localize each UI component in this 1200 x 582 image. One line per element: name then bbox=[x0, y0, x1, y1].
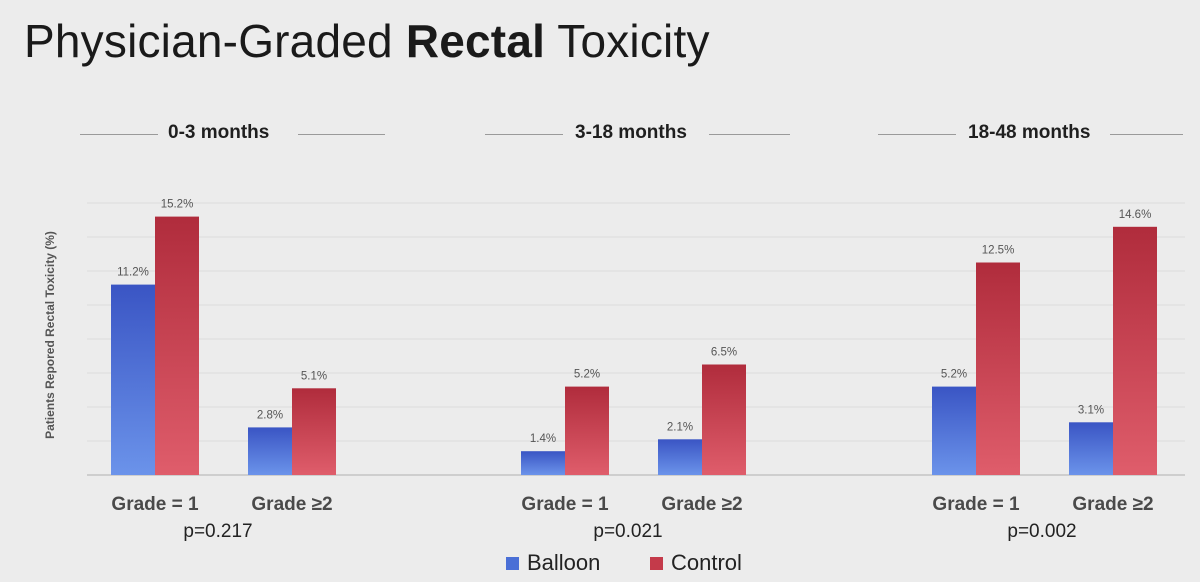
panel-title: 18-48 months bbox=[968, 122, 1091, 143]
category-label: Grade ≥2 bbox=[251, 494, 332, 515]
panel-header-rule-right bbox=[1110, 134, 1183, 135]
data-label: 14.6% bbox=[1119, 209, 1152, 221]
bar-balloon bbox=[521, 451, 565, 475]
legend-label-balloon: Balloon bbox=[527, 550, 601, 575]
bar-balloon bbox=[1069, 422, 1113, 475]
title-end: Toxicity bbox=[545, 15, 710, 67]
bar-balloon bbox=[658, 439, 702, 475]
bar-balloon bbox=[932, 386, 976, 475]
data-label: 5.2% bbox=[941, 369, 967, 381]
panel-header-0: 0-3 months bbox=[80, 120, 385, 148]
panel-title: 0-3 months bbox=[168, 122, 270, 143]
data-label: 2.8% bbox=[257, 409, 283, 421]
title-bold: Rectal bbox=[405, 15, 546, 67]
data-label: 5.2% bbox=[574, 369, 600, 381]
data-label: 6.5% bbox=[711, 347, 737, 359]
bar-balloon bbox=[248, 427, 292, 475]
panel-title: 3-18 months bbox=[575, 122, 687, 143]
category-label: Grade = 1 bbox=[111, 494, 199, 515]
legend-label-control: Control bbox=[671, 550, 742, 575]
category-label: Grade = 1 bbox=[521, 494, 609, 515]
legend-item-control: Control bbox=[650, 548, 742, 578]
data-label: 2.1% bbox=[667, 421, 693, 433]
category-label: Grade = 1 bbox=[932, 494, 1020, 515]
bar-control bbox=[292, 388, 336, 475]
panel-header-rule-left bbox=[80, 134, 158, 135]
data-label: 3.1% bbox=[1078, 404, 1104, 416]
category-label: Grade ≥2 bbox=[661, 494, 742, 515]
p-value-0: p=0.217 bbox=[183, 521, 253, 542]
panel-header-rule-right bbox=[298, 134, 385, 135]
bar-control bbox=[976, 262, 1020, 475]
bar-control bbox=[1113, 226, 1157, 475]
legend-item-balloon: Balloon bbox=[506, 548, 600, 578]
bar-control bbox=[702, 364, 746, 475]
data-label: 11.2% bbox=[117, 267, 149, 279]
bar-control bbox=[565, 386, 609, 475]
p-value-1: p=0.021 bbox=[593, 521, 663, 542]
panel-header-2: 18-48 months bbox=[878, 120, 1183, 148]
legend-swatch-balloon bbox=[506, 556, 519, 570]
legend-swatch-control bbox=[650, 556, 663, 570]
data-label: 12.5% bbox=[982, 245, 1015, 257]
bar-control bbox=[155, 216, 199, 475]
bar-balloon bbox=[111, 284, 155, 475]
data-label: 1.4% bbox=[530, 433, 556, 445]
category-label: Grade ≥2 bbox=[1072, 494, 1153, 515]
panel-header-rule-right bbox=[709, 134, 790, 135]
legend: Balloon Control bbox=[0, 548, 1200, 578]
panel-header-rule-left bbox=[878, 134, 956, 135]
data-label: 5.1% bbox=[301, 370, 327, 382]
data-label: 15.2% bbox=[161, 199, 194, 211]
chart-title: Physician-Graded Rectal Toxicity bbox=[24, 14, 710, 68]
panel-header-1: 3-18 months bbox=[485, 120, 790, 148]
p-value-2: p=0.002 bbox=[1007, 521, 1077, 542]
panel-header-rule-left bbox=[485, 134, 563, 135]
title-normal: Physician-Graded bbox=[24, 15, 406, 67]
